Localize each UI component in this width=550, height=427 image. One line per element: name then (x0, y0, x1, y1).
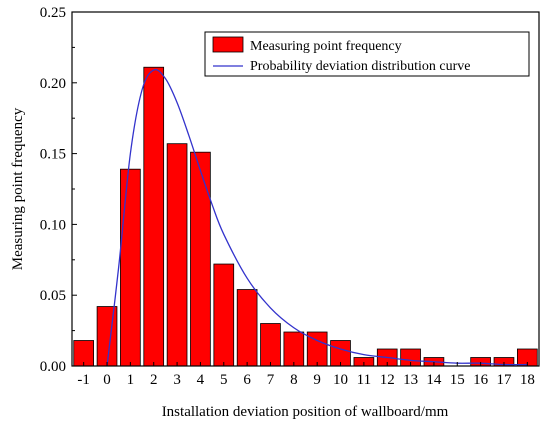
legend-label-bar: Measuring point frequency (250, 39, 402, 54)
bar-0 (96, 306, 118, 367)
y-tick-label: 0.20 (40, 76, 66, 92)
x-tick-label-10: 10 (333, 372, 348, 388)
legend-box (204, 31, 530, 77)
x-tick-label-8: 8 (290, 372, 298, 388)
y-axis: 0.00 0.05 0.10 0.15 0.20 0.25 (40, 5, 77, 375)
bar-7 (260, 323, 281, 367)
x-tick-label--1: -1 (77, 372, 90, 388)
x-tick-label-16: 16 (473, 372, 489, 388)
x-tick-label-15: 15 (450, 372, 465, 388)
x-axis: -1 0 1 2 3 4 5 6 7 8 9 10 11 12 13 14 15 16 17 18 (77, 362, 535, 388)
x-tick-label-18: 18 (520, 372, 535, 388)
y-tick-label: 0.10 (40, 217, 66, 233)
y-tick-label: 0.00 (40, 359, 66, 375)
x-tick-label-4: 4 (197, 372, 205, 388)
x-tick-label-5: 5 (220, 372, 228, 388)
y-tick-label: 0.25 (40, 5, 66, 21)
x-tick-label-7: 7 (267, 372, 275, 388)
bar-4 (190, 151, 211, 367)
x-tick-label-14: 14 (426, 372, 442, 388)
x-axis-title: Installation deviation position of wallb… (162, 404, 449, 420)
bar-8 (283, 331, 305, 367)
y-tick-label: 0.15 (40, 147, 66, 163)
legend-label-line: Probability deviation distribution curve (250, 59, 470, 74)
x-tick-label-9: 9 (313, 372, 321, 388)
legend-swatch-bar (212, 36, 244, 53)
bars-group (73, 66, 538, 367)
bar-1 (120, 168, 141, 367)
x-tick-label-11: 11 (357, 372, 371, 388)
x-tick-label-1: 1 (127, 372, 135, 388)
bar-2 (143, 66, 165, 367)
x-tick-label-17: 17 (496, 372, 512, 388)
x-tick-label-13: 13 (403, 372, 418, 388)
y-tick-label: 0.05 (40, 288, 66, 304)
legend: Measuring point frequency Probability de… (204, 31, 530, 77)
y-axis-title: Measuring point frequency (10, 107, 26, 270)
bar-3 (166, 143, 188, 367)
x-tick-label-3: 3 (173, 372, 181, 388)
x-tick-label-0: 0 (103, 372, 111, 388)
x-tick-label-6: 6 (243, 372, 251, 388)
bar-5 (213, 263, 235, 367)
bar-6 (236, 289, 258, 367)
x-tick-label-12: 12 (380, 372, 395, 388)
series-line-probability-curve (106, 69, 528, 367)
x-tick-label-2: 2 (150, 372, 158, 388)
